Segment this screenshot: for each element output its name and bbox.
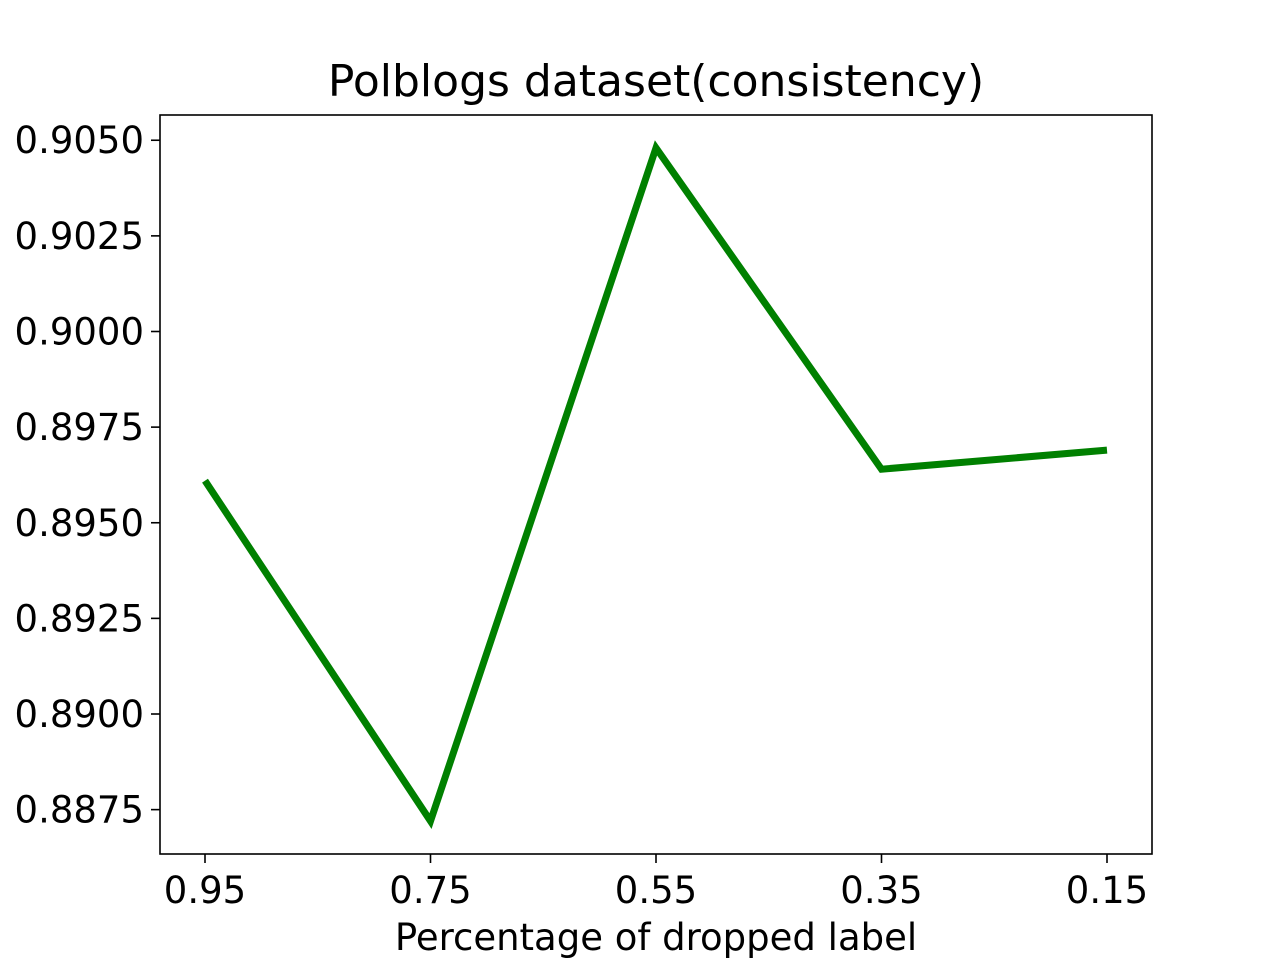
series-line xyxy=(202,140,1108,830)
x-tick-label: 0.75 xyxy=(389,869,471,912)
x-tick-label: 0.15 xyxy=(1066,869,1148,912)
y-tick-label: 0.8900 xyxy=(15,693,144,736)
y-tick-label: 0.9025 xyxy=(15,215,144,258)
series-layer xyxy=(202,140,1108,830)
x-tick-label: 0.55 xyxy=(615,869,697,912)
plot-area-frame xyxy=(159,114,1153,855)
x-tick-label: 0.95 xyxy=(164,869,246,912)
y-axis: 0.8875 0.8900 0.8925 0.8950 0.8975 0.9000 0.90… xyxy=(15,119,160,832)
y-tick-label: 0.9050 xyxy=(15,119,144,162)
y-tick-label: 0.8875 xyxy=(15,789,144,832)
chart-title: Polblogs dataset(consistency) xyxy=(327,56,985,107)
y-tick-label: 0.8975 xyxy=(15,406,144,449)
x-axis: 0.95 0.75 0.55 0.35 0.15 xyxy=(164,854,1148,912)
y-tick-label: 0.8925 xyxy=(15,597,144,640)
x-tick-label: 0.35 xyxy=(840,869,922,912)
y-tick-label: 0.8950 xyxy=(15,502,144,545)
x-axis-label: Percentage of dropped label xyxy=(394,916,918,959)
y-tick-label: 0.9000 xyxy=(15,310,144,353)
